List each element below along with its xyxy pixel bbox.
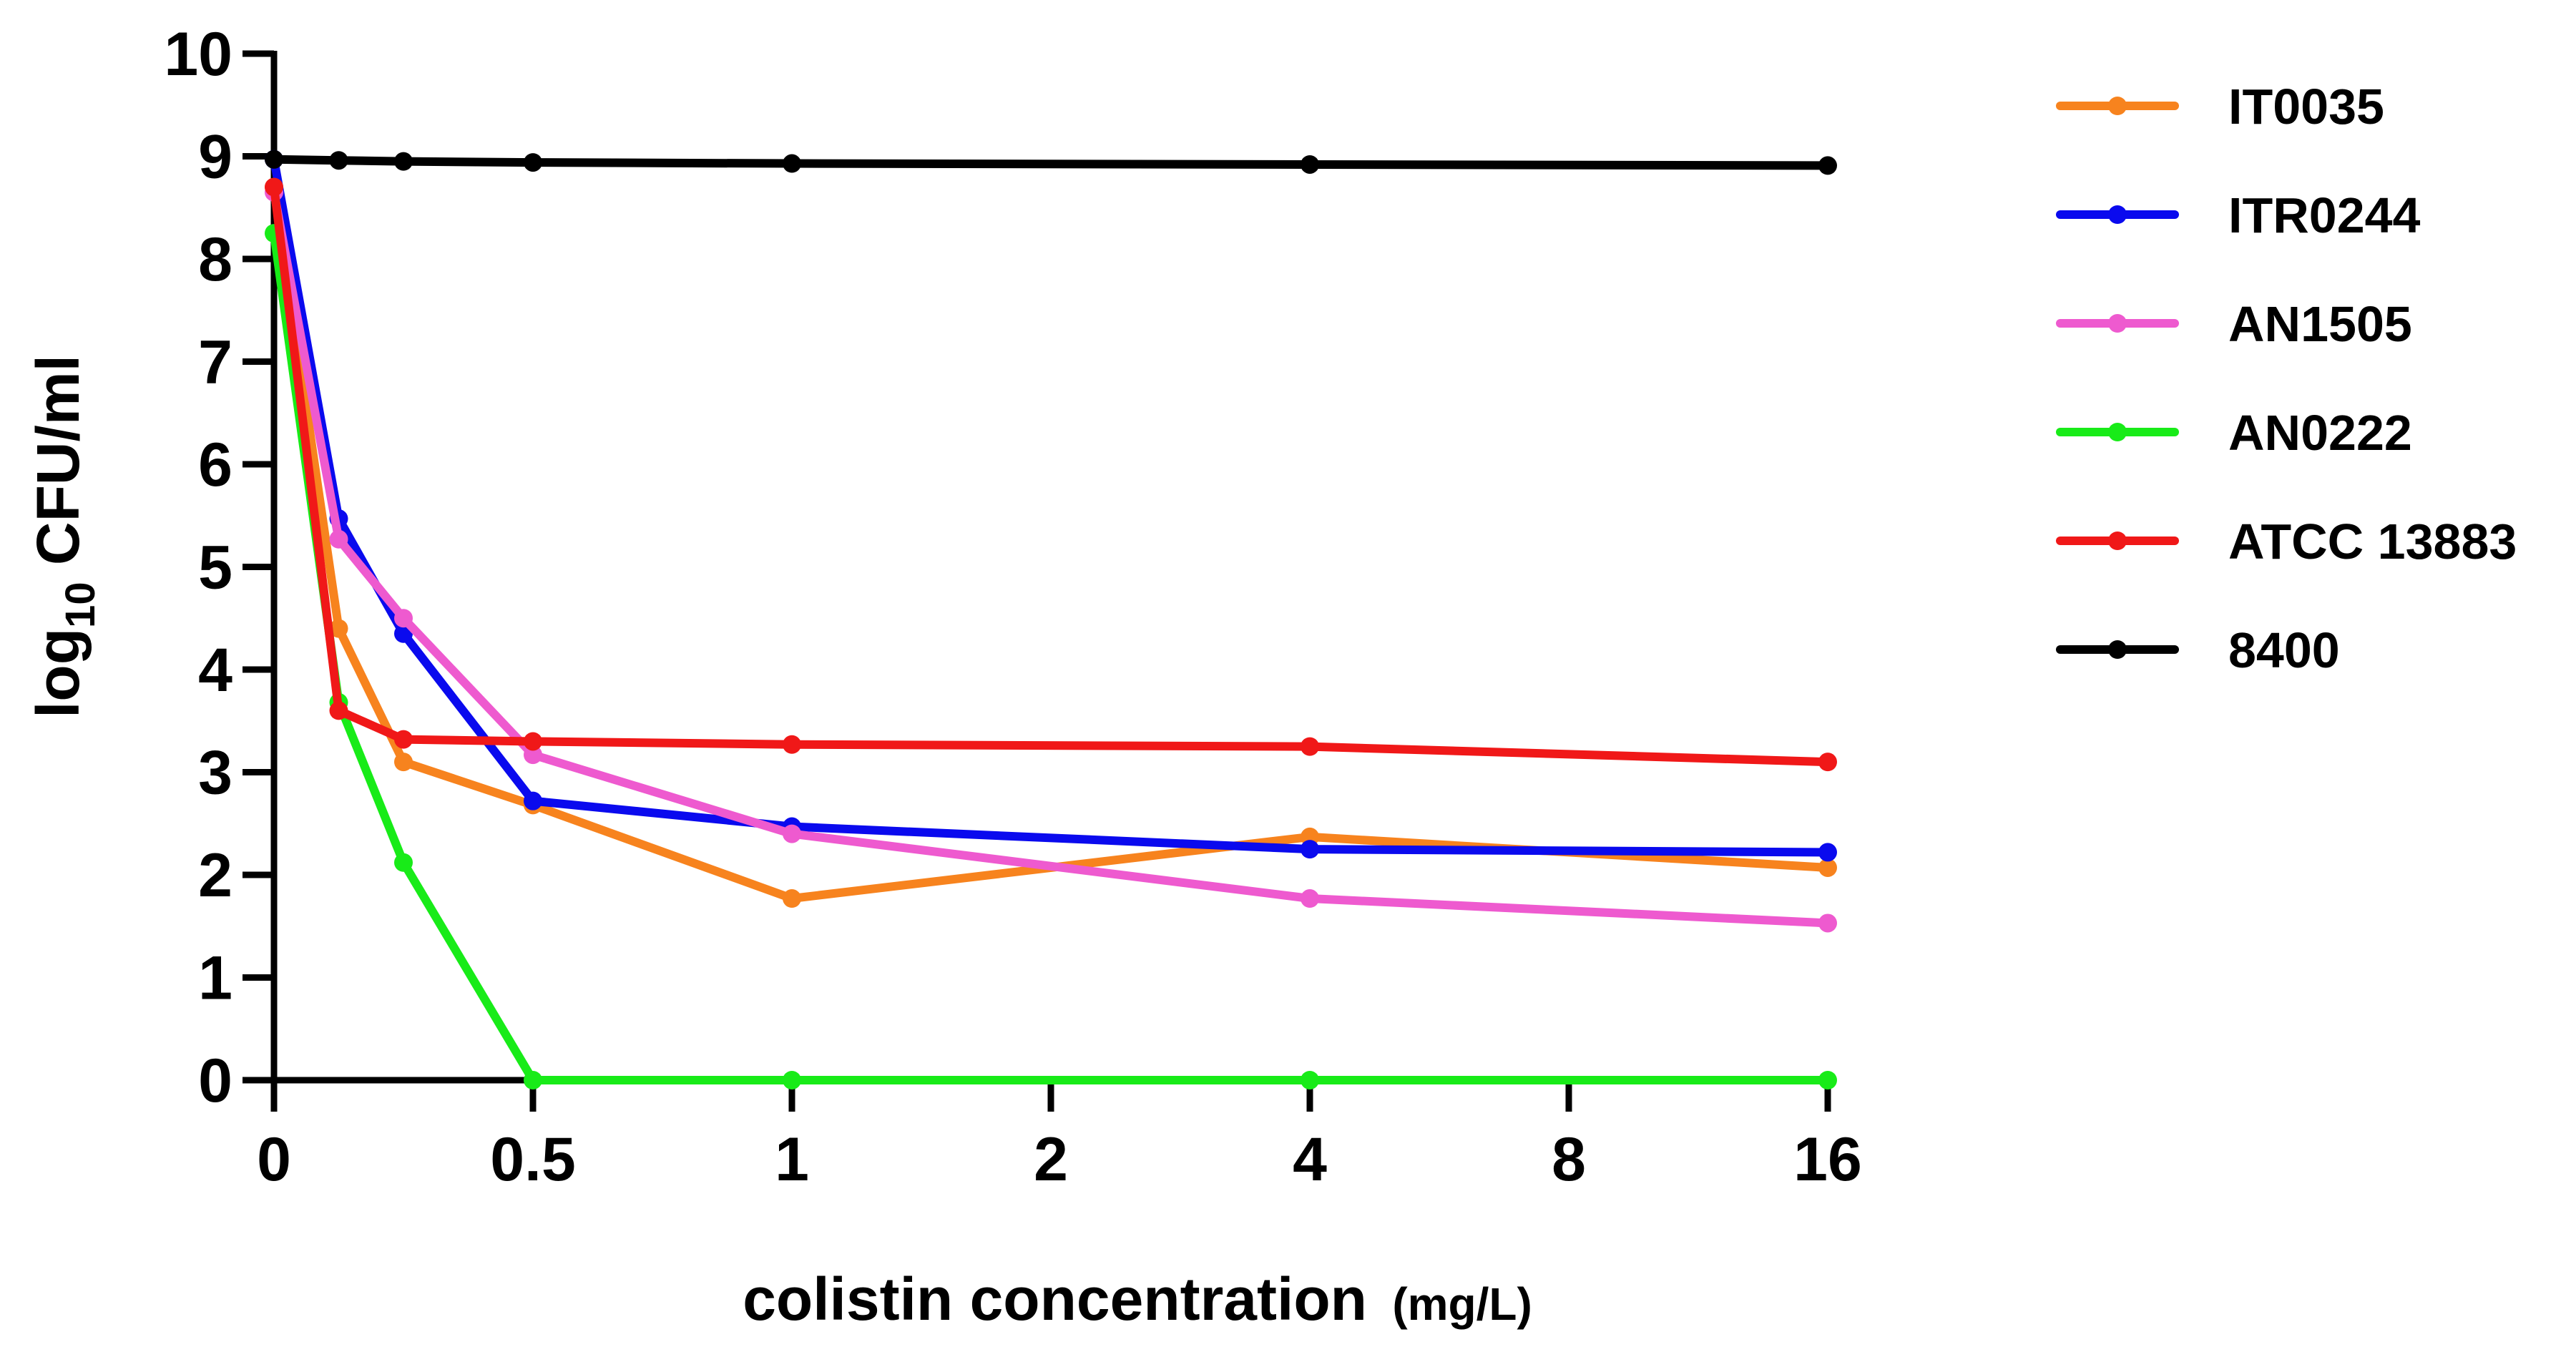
data-point [265,177,283,197]
legend-item: 8400 [2056,622,2340,678]
data-point [524,153,542,172]
x-tick-label: 8 [1552,1125,1586,1194]
series-atcc-13883 [265,177,1837,772]
series-8400 [265,150,1837,175]
data-point [329,151,348,170]
series-an0222 [265,224,1837,1089]
data-point [394,853,413,872]
x-tick-label: 0.5 [490,1125,576,1194]
y-tick-label: 4 [198,636,232,705]
data-point [783,824,801,843]
x-tick-label: 0 [257,1125,291,1194]
series-lines [265,150,1837,1089]
y-tick-label: 0 [198,1047,232,1115]
legend-label: AN1505 [2228,296,2412,352]
series-line [270,182,1832,903]
legend-swatch-marker [2108,423,2127,441]
legend-label: AN0222 [2228,405,2412,461]
y-tick-label: 5 [198,534,232,602]
data-point [1818,1071,1837,1089]
x-tick-label: 16 [1793,1125,1862,1194]
axes: 0 1 2 3 4 5 6 7 8 9 10 0 0.5 1 2 4 8 16 [164,20,1862,1194]
data-point [783,889,801,908]
x-tick-label: 4 [1293,1125,1327,1194]
x-tick-label: 1 [775,1125,809,1194]
data-point [1301,737,1319,756]
x-axis-title: colistin concentration (mg/L) [743,1265,1532,1333]
legend-swatch-marker [2108,97,2127,115]
legend-label: ITR0244 [2228,187,2421,243]
data-point [1818,843,1837,862]
data-point [394,730,413,749]
data-point [783,735,801,754]
series-it0035 [265,177,1837,908]
legend-swatch-marker [2108,532,2127,550]
y-tick-label: 2 [198,841,232,910]
data-point [329,701,348,720]
x-tick-label: 2 [1034,1125,1068,1194]
data-point [1818,913,1837,933]
y-axis-title-subscript: 10 [57,582,104,628]
data-point [1818,156,1837,175]
series-line [270,155,1832,170]
legend-item: IT0035 [2056,79,2384,134]
series-line [270,182,1832,767]
legend-label: IT0035 [2228,79,2384,134]
data-point [1301,155,1319,174]
y-tick-label: 3 [198,739,232,808]
y-tick-label: 8 [198,225,232,294]
y-tick-label: 7 [198,328,232,397]
series-an1505 [265,182,1837,933]
legend: IT0035 ITR0244 AN1505 AN0222 ATCC 13883 8400 [2056,79,2517,678]
legend-swatch-marker [2108,640,2127,659]
legend-label: ATCC 13883 [2228,514,2517,569]
y-axis-title-suffix: CFU/ml [24,355,92,582]
data-point [394,609,413,628]
y-axis-title-log: log [24,628,92,718]
legend-swatch-marker [2108,314,2127,333]
data-point [524,791,542,810]
y-tick-label: 1 [198,944,232,1013]
legend-item: ATCC 13883 [2056,514,2517,569]
legend-swatch-marker [2108,205,2127,224]
data-point [394,753,413,772]
data-point [265,150,283,169]
x-axis-title-text: colistin concentration [743,1265,1367,1333]
y-tick-label: 6 [198,431,232,499]
legend-item: AN1505 [2056,296,2412,352]
series-line [270,187,1832,928]
legend-item: ITR0244 [2056,187,2421,243]
legend-label: 8400 [2228,622,2340,678]
data-point [783,154,801,173]
legend-item: AN0222 [2056,405,2412,461]
y-tick-label: 9 [198,123,232,192]
data-point [524,745,542,765]
data-point [329,529,348,549]
data-point [524,732,542,751]
data-point [394,152,413,171]
data-point [524,1071,542,1089]
data-point [1818,858,1837,877]
data-point [329,619,348,638]
y-tick-label: 10 [164,20,232,89]
y-axis-title: log10 CFU/ml [24,355,104,718]
series-line [270,229,1832,1084]
data-point [1301,889,1319,908]
data-point [1818,753,1837,772]
data-point [1301,840,1319,859]
data-point [1301,1071,1319,1089]
x-axis-unit: (mg/L) [1392,1278,1532,1330]
data-point [783,1071,801,1089]
